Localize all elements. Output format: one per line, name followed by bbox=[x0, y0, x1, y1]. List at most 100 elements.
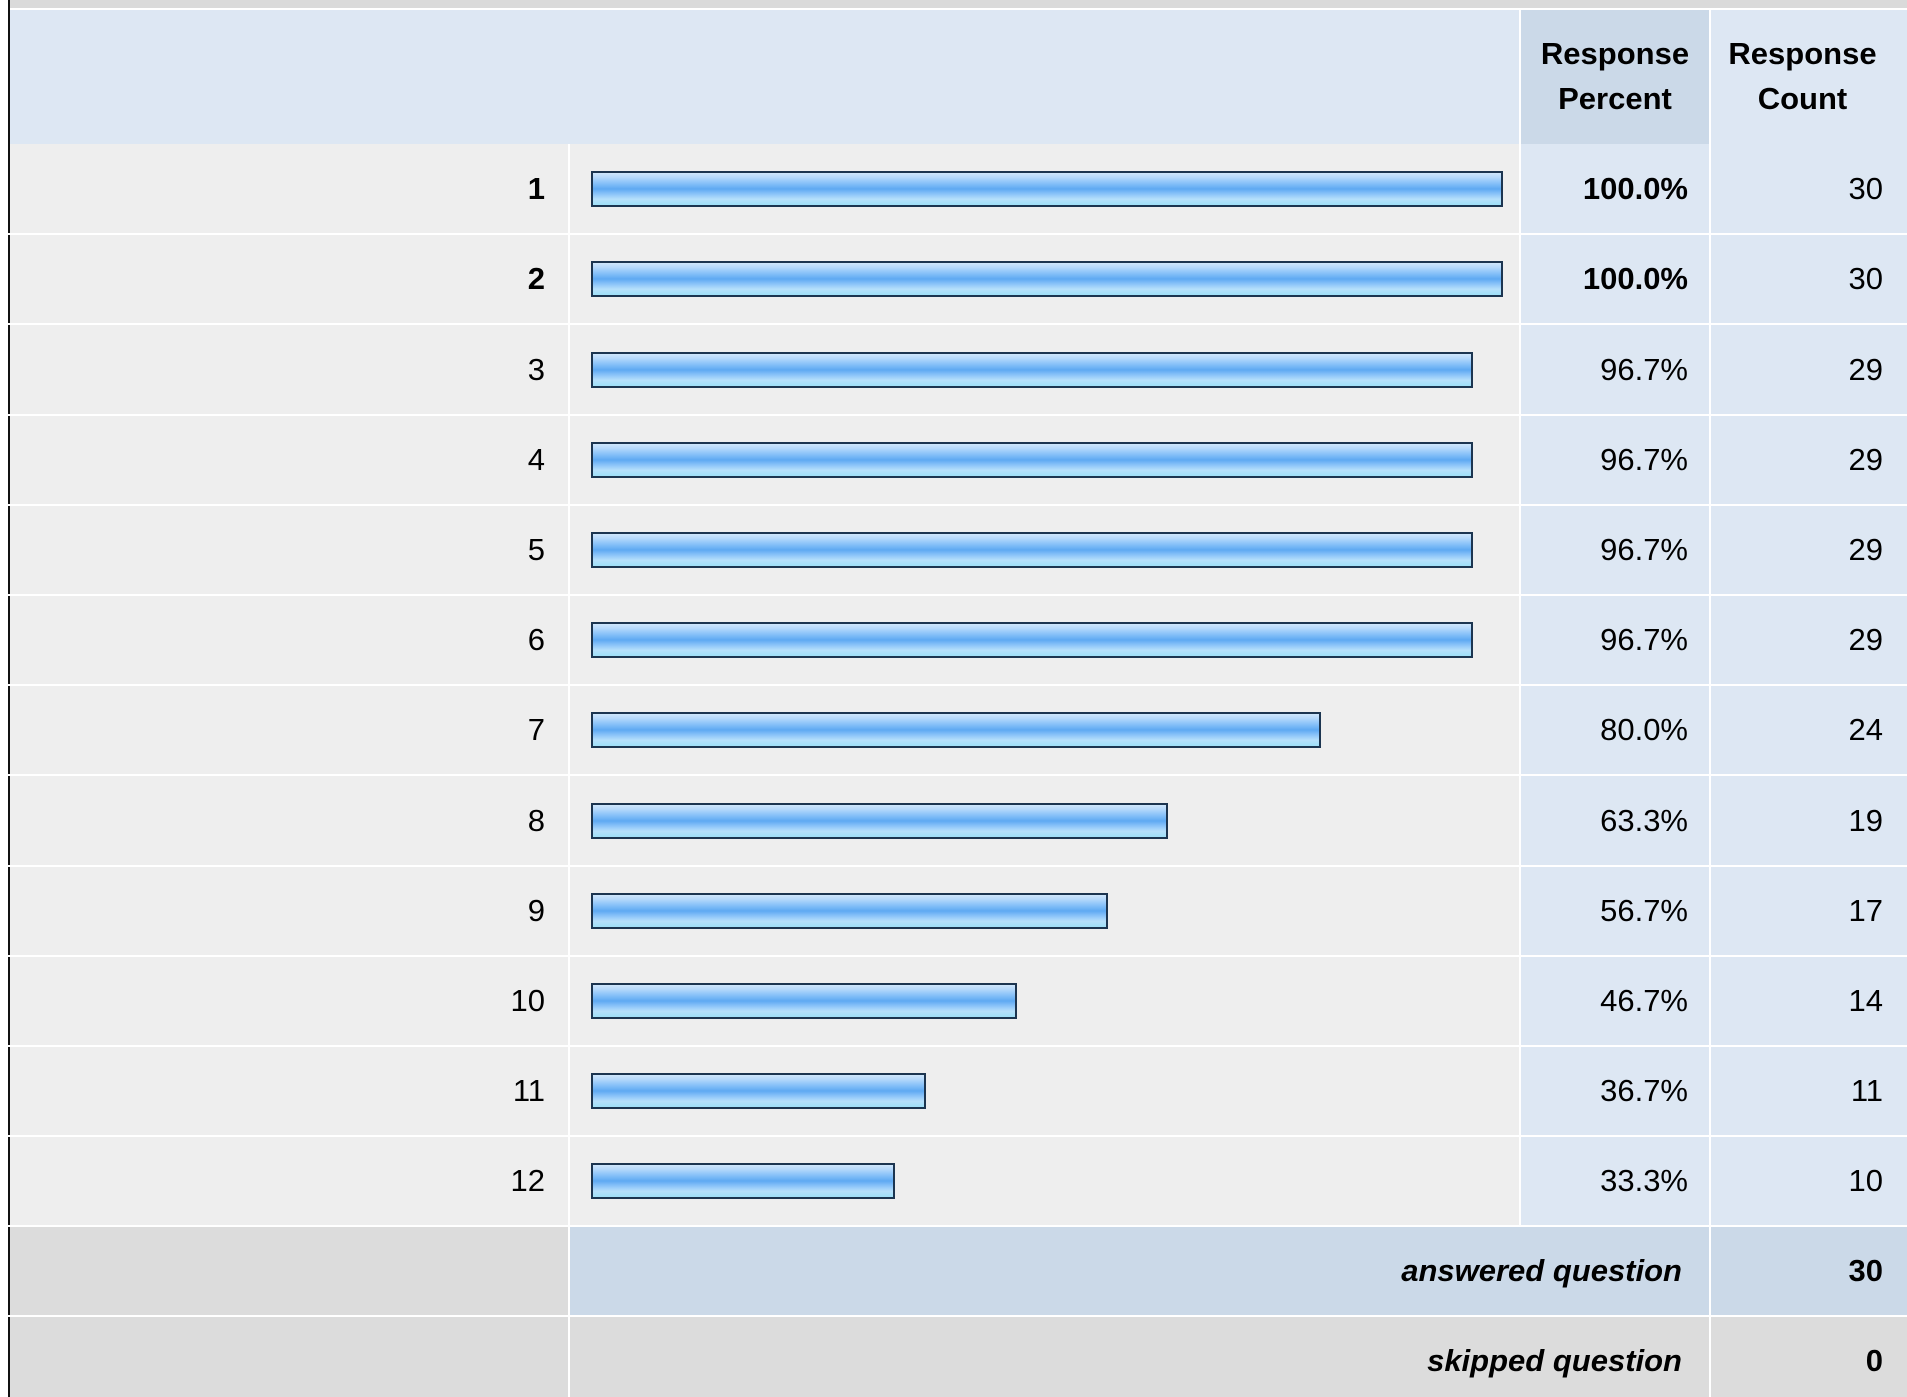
row-percent-cell bbox=[1520, 1136, 1710, 1227]
response-bar bbox=[591, 441, 1473, 478]
answer-option-label: 3 bbox=[527, 351, 545, 387]
row-percent-cell bbox=[1520, 865, 1710, 956]
row-label-cell bbox=[10, 955, 569, 1046]
row-label-cell bbox=[10, 865, 569, 956]
row-percent-cell bbox=[1520, 595, 1710, 686]
row-count-cell bbox=[1710, 1136, 1907, 1227]
response-percent-value: 96.7% bbox=[1600, 351, 1688, 387]
row-count-cell bbox=[1710, 234, 1907, 325]
skipped-value-cell bbox=[1710, 1316, 1907, 1397]
response-bar bbox=[591, 1073, 926, 1110]
row-percent-cell bbox=[1520, 1046, 1710, 1137]
response-bar bbox=[591, 802, 1169, 839]
row-percent-cell bbox=[1520, 414, 1710, 505]
response-count-value: 24 bbox=[1848, 712, 1883, 748]
response-count-value: 29 bbox=[1848, 531, 1883, 567]
response-count-value: 30 bbox=[1848, 261, 1883, 297]
response-percent-value: 100.0% bbox=[1582, 261, 1688, 297]
row-label-cell bbox=[10, 234, 569, 325]
row-divider bbox=[8, 1045, 1907, 1047]
row-percent-cell bbox=[1520, 324, 1710, 415]
response-bar bbox=[591, 351, 1473, 388]
row-count-cell bbox=[1710, 414, 1907, 505]
row-label-cell bbox=[10, 1046, 569, 1137]
answer-option-label: 9 bbox=[527, 892, 545, 928]
column-divider bbox=[1709, 10, 1711, 1397]
row-label-cell bbox=[10, 324, 569, 415]
table-left-border bbox=[0, 0, 10, 1397]
answered-value-cell bbox=[1710, 1226, 1907, 1317]
header-blank bbox=[10, 10, 1520, 144]
row-percent-cell bbox=[1520, 504, 1710, 595]
response-percent-value: 80.0% bbox=[1600, 712, 1688, 748]
header-response-count: Response Count bbox=[1728, 36, 1877, 116]
row-percent-cell bbox=[1520, 775, 1710, 866]
answer-option-label: 5 bbox=[527, 531, 545, 567]
response-bar bbox=[591, 982, 1017, 1019]
row-percent-cell bbox=[1520, 685, 1710, 776]
column-divider bbox=[1519, 10, 1521, 1227]
skipped-label-cell bbox=[569, 1316, 1710, 1397]
answered-question-value: 30 bbox=[1848, 1253, 1883, 1289]
response-bar bbox=[591, 261, 1503, 298]
answered-label-cell bbox=[569, 1226, 1710, 1317]
answered-question-label: answered question bbox=[1401, 1253, 1682, 1289]
response-percent-value: 96.7% bbox=[1600, 441, 1688, 477]
row-label-cell bbox=[10, 775, 569, 866]
row-divider bbox=[8, 413, 1907, 416]
answer-option-label: 1 bbox=[527, 171, 545, 207]
row-label-cell bbox=[10, 1136, 569, 1227]
response-count-value: 19 bbox=[1848, 802, 1883, 838]
response-count-value: 10 bbox=[1848, 1163, 1883, 1199]
response-bar bbox=[591, 892, 1109, 929]
response-percent-value: 96.7% bbox=[1600, 622, 1688, 658]
row-count-cell bbox=[1710, 595, 1907, 686]
response-count-value: 14 bbox=[1848, 982, 1883, 1018]
answer-option-label: 12 bbox=[510, 1163, 545, 1199]
response-count-value: 17 bbox=[1848, 892, 1883, 928]
row-percent-cell bbox=[1520, 955, 1710, 1046]
row-count-cell bbox=[1710, 504, 1907, 595]
row-count-cell bbox=[1710, 955, 1907, 1046]
row-count-cell bbox=[1710, 324, 1907, 415]
response-bar bbox=[591, 622, 1473, 659]
answer-option-label: 10 bbox=[510, 982, 545, 1018]
row-count-cell bbox=[1710, 775, 1907, 866]
row-label-cell bbox=[10, 595, 569, 686]
response-bar bbox=[591, 171, 1503, 208]
response-percent-value: 36.7% bbox=[1600, 1073, 1688, 1109]
row-label-cell bbox=[10, 504, 569, 595]
header-percent-cell bbox=[1520, 10, 1710, 144]
row-count-cell bbox=[1710, 144, 1907, 235]
answer-option-label: 6 bbox=[527, 622, 545, 658]
row-divider bbox=[8, 323, 1907, 326]
footer-divider bbox=[8, 1315, 1907, 1318]
table-top-border bbox=[0, 0, 1907, 8]
response-count-value: 29 bbox=[1848, 351, 1883, 387]
skipped-question-value: 0 bbox=[1865, 1343, 1883, 1379]
header-response-percent: Response Percent bbox=[1540, 36, 1690, 116]
row-divider bbox=[8, 594, 1907, 596]
response-count-value: 30 bbox=[1848, 171, 1883, 207]
row-divider bbox=[8, 1135, 1907, 1138]
response-percent-value: 63.3% bbox=[1600, 802, 1688, 838]
row-divider bbox=[8, 774, 1907, 777]
skipped-question-label: skipped question bbox=[1427, 1343, 1682, 1379]
answer-option-label: 2 bbox=[527, 261, 545, 297]
row-divider bbox=[8, 684, 1907, 687]
answered-left-cell bbox=[10, 1226, 569, 1317]
response-count-value: 29 bbox=[1848, 441, 1883, 477]
response-count-value: 29 bbox=[1848, 622, 1883, 658]
response-percent-value: 96.7% bbox=[1600, 531, 1688, 567]
row-divider bbox=[8, 233, 1907, 236]
row-divider bbox=[8, 864, 1907, 867]
column-divider bbox=[568, 144, 570, 1397]
row-label-cell bbox=[10, 144, 569, 235]
response-percent-value: 33.3% bbox=[1600, 1163, 1688, 1199]
skipped-left-cell bbox=[10, 1316, 569, 1397]
header-count-cell bbox=[1710, 10, 1907, 144]
response-percent-value: 46.7% bbox=[1600, 982, 1688, 1018]
response-percent-value: 56.7% bbox=[1600, 892, 1688, 928]
row-label-cell bbox=[10, 414, 569, 505]
